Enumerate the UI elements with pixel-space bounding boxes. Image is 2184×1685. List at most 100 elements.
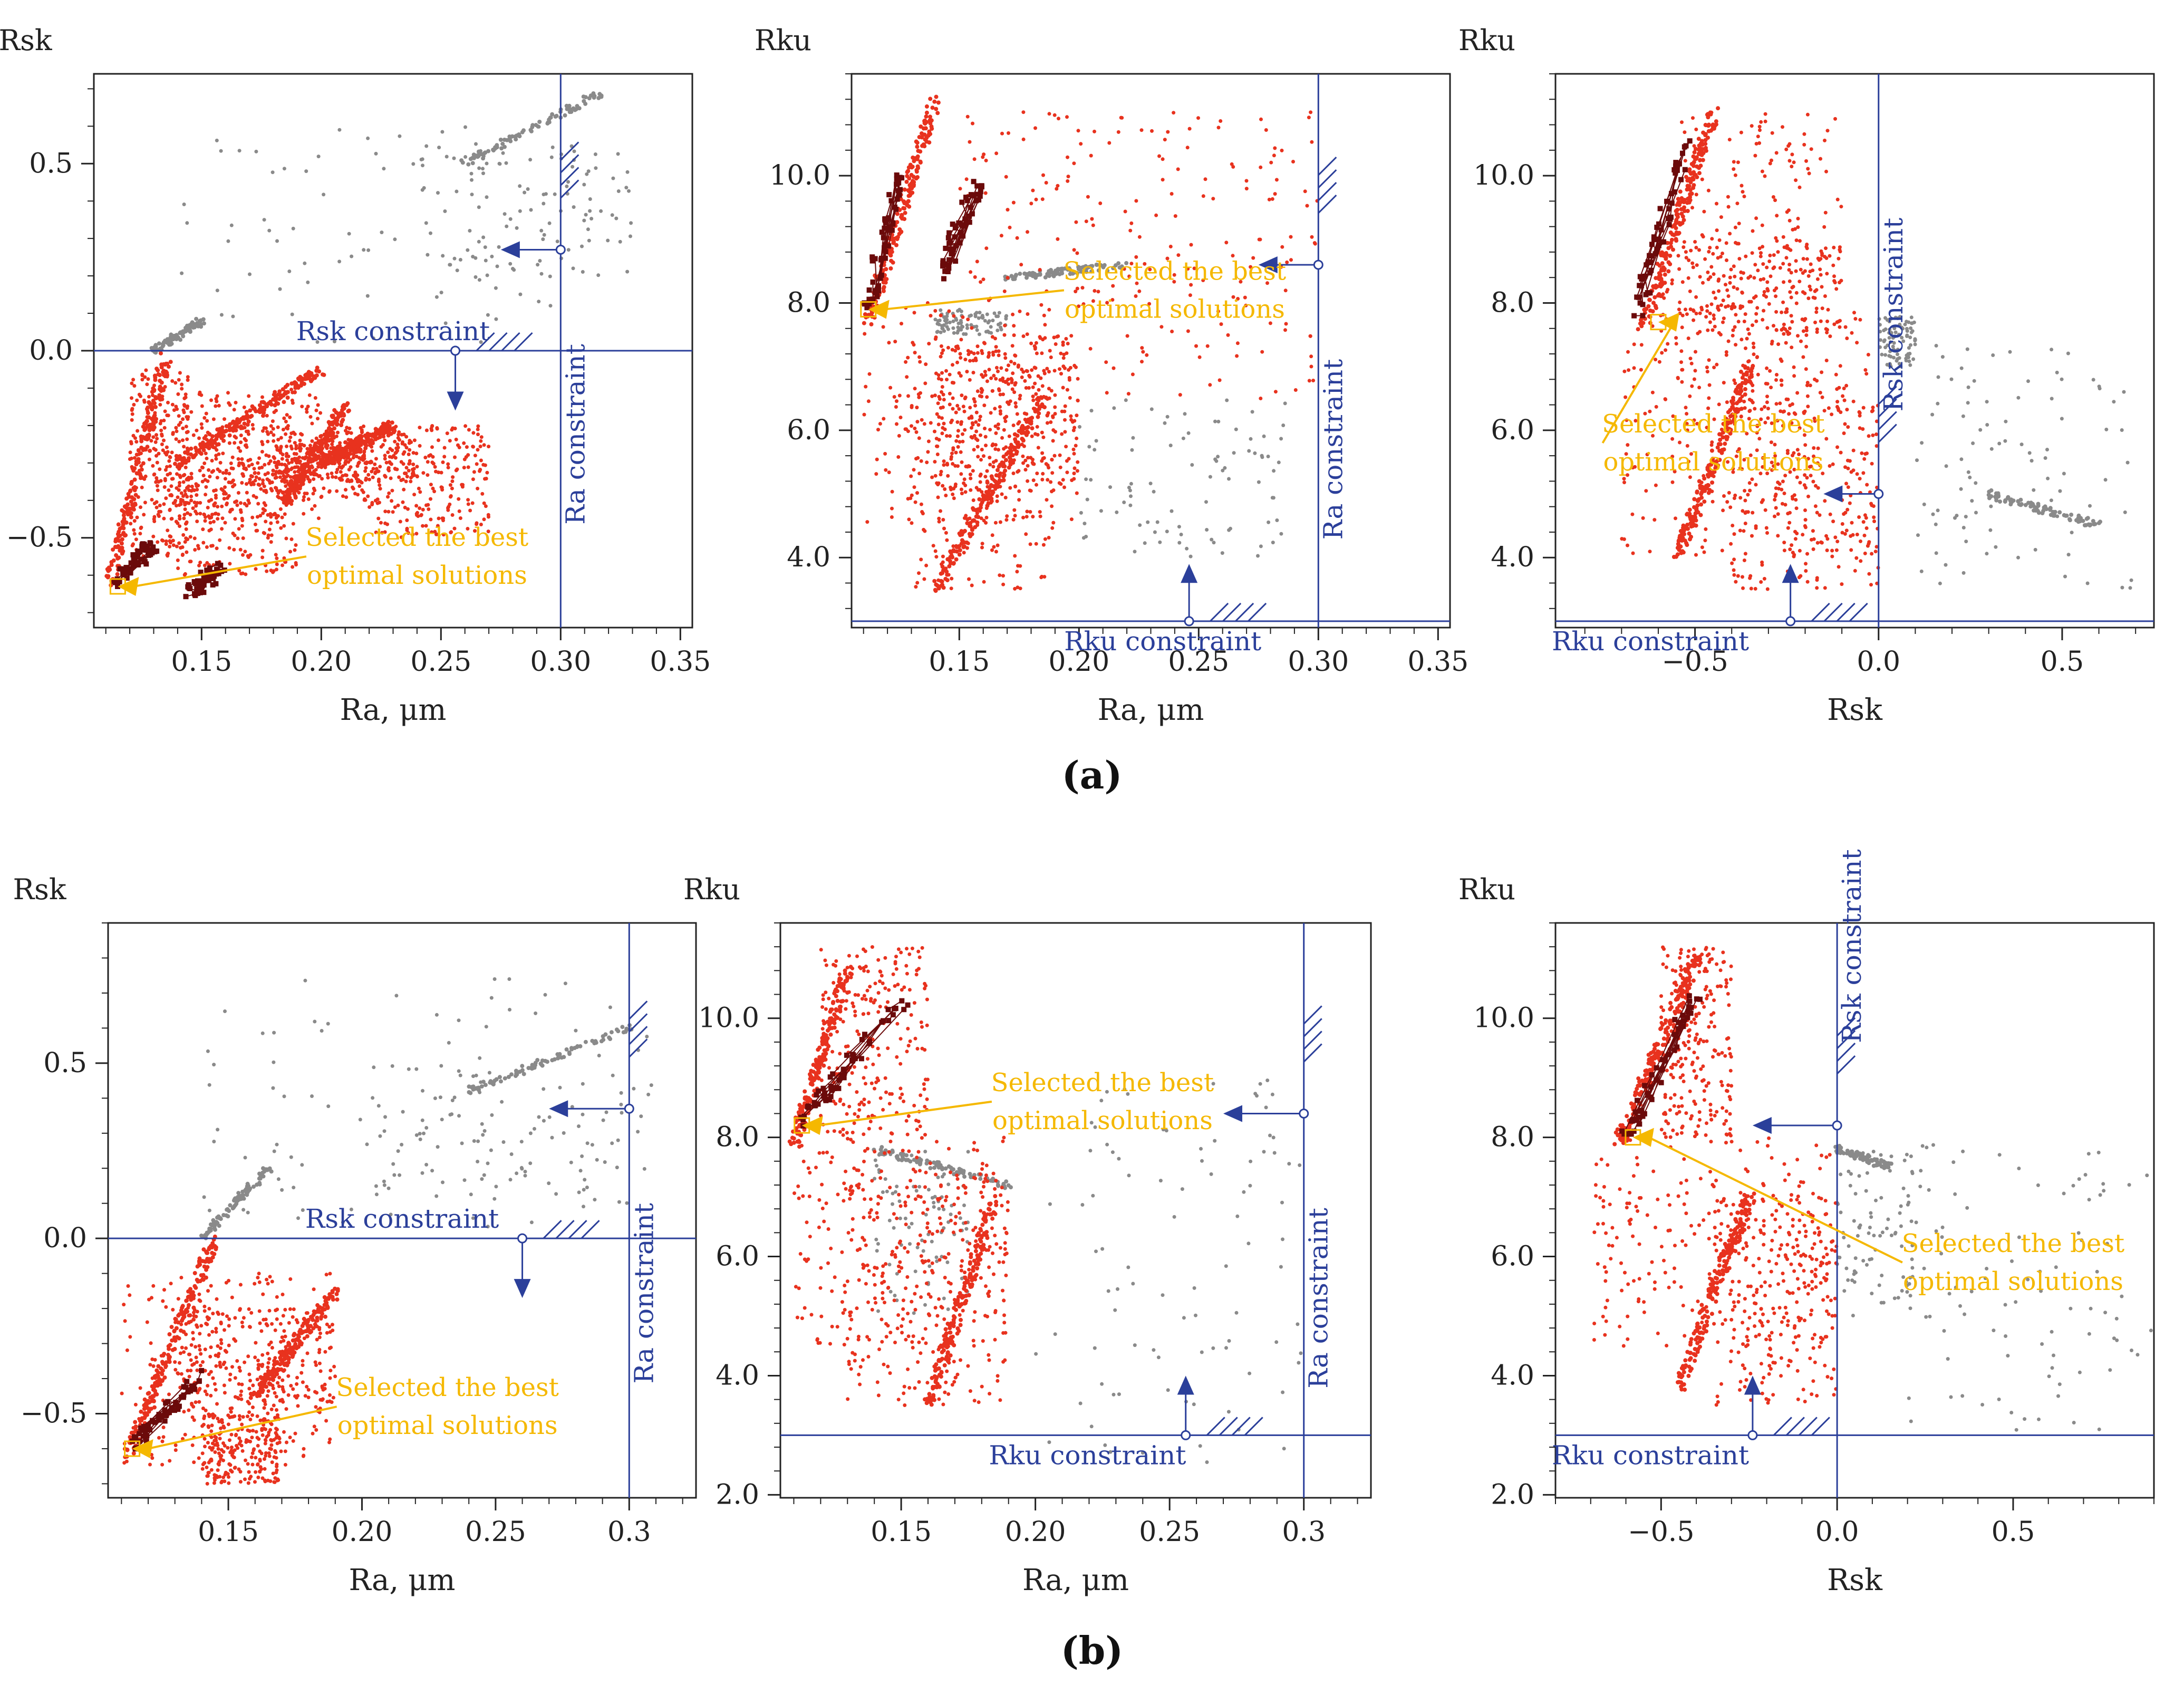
infeasible-point <box>1047 271 1051 276</box>
feasible-point <box>284 419 288 423</box>
infeasible-point <box>2096 521 2101 525</box>
feasible-point <box>177 378 181 382</box>
feasible-point <box>253 478 257 483</box>
feasible-point <box>1071 447 1076 451</box>
feasible-point <box>171 432 175 436</box>
feasible-point <box>173 461 177 466</box>
feasible-point <box>390 499 394 503</box>
feasible-point <box>211 519 216 524</box>
feasible-point <box>1780 383 1784 387</box>
feasible-point <box>290 457 294 461</box>
feasible-point <box>123 520 128 525</box>
infeasible-point <box>1108 485 1112 489</box>
y-tick-label: 8.0 <box>787 287 830 319</box>
feasible-point <box>209 438 214 442</box>
feasible-point <box>1024 386 1028 390</box>
feasible-point <box>166 450 170 454</box>
feasible-point <box>1037 388 1041 392</box>
feasible-point <box>133 493 138 497</box>
feasible-point <box>159 428 163 432</box>
feasible-point <box>272 439 276 443</box>
feasible-point <box>181 480 186 484</box>
feasible-point <box>404 479 408 484</box>
feasible-point <box>1052 335 1056 340</box>
feasible-point <box>941 560 945 564</box>
feasible-point <box>1075 491 1079 495</box>
infeasible-point <box>337 128 342 132</box>
feasible-point <box>159 351 163 355</box>
feasible-point <box>364 478 368 482</box>
feasible-point <box>1827 406 1831 410</box>
infeasible-point <box>538 259 542 263</box>
feasible-point <box>905 170 910 175</box>
infeasible-point <box>555 239 559 244</box>
feasible-point <box>128 488 133 493</box>
pareto-point <box>894 176 900 182</box>
feasible-point <box>313 396 317 400</box>
feasible-point <box>166 552 170 555</box>
feasible-point <box>145 425 150 429</box>
feasible-point <box>1074 444 1078 448</box>
feasible-point <box>310 457 314 462</box>
feasible-point <box>999 366 1003 370</box>
feasible-point <box>149 439 153 443</box>
feasible-point <box>293 470 297 474</box>
feasible-point <box>349 439 353 444</box>
feasible-point <box>1051 415 1055 419</box>
feasible-point <box>387 468 391 473</box>
feasible-point <box>1033 126 1037 130</box>
infeasible-point <box>2085 516 2090 521</box>
infeasible-point <box>978 311 982 315</box>
feasible-point <box>284 432 288 436</box>
feasible-point <box>167 488 171 492</box>
infeasible-point <box>479 152 484 157</box>
infeasible-point <box>956 309 960 313</box>
feasible-point <box>352 445 357 449</box>
feasible-point <box>314 436 318 440</box>
feasible-point <box>371 467 375 471</box>
infeasible-point <box>1271 541 1275 545</box>
infeasible-point <box>477 205 481 209</box>
feasible-point <box>383 521 387 525</box>
feasible-point <box>339 470 343 474</box>
infeasible-point <box>374 151 378 156</box>
infeasible-point <box>515 226 519 230</box>
feasible-point <box>979 458 983 462</box>
infeasible-point <box>1934 522 1938 526</box>
infeasible-point <box>347 232 351 236</box>
feasible-point <box>405 518 409 522</box>
feasible-point <box>900 213 904 218</box>
feasible-point <box>945 378 949 382</box>
feasible-point <box>1015 434 1020 438</box>
feasible-point <box>1303 189 1307 194</box>
feasible-point <box>260 465 264 469</box>
feasible-point <box>217 427 222 431</box>
feasible-point <box>1069 414 1073 418</box>
feasible-point <box>1096 290 1100 294</box>
feasible-point <box>227 546 231 550</box>
feasible-point <box>383 438 387 442</box>
feasible-point <box>1045 367 1049 371</box>
feasible-point <box>1070 478 1074 483</box>
infeasible-point <box>270 170 275 175</box>
feasible-point <box>904 360 908 364</box>
feasible-point <box>1145 353 1149 357</box>
feasible-point <box>1244 187 1249 191</box>
infeasible-point <box>322 192 326 197</box>
feasible-point <box>453 427 457 430</box>
feasible-point <box>261 478 265 483</box>
infeasible-point <box>215 288 219 293</box>
infeasible-point <box>398 134 402 138</box>
feasible-point <box>1310 235 1314 239</box>
feasible-point <box>1293 388 1298 392</box>
infeasible-point <box>2058 489 2062 493</box>
feasible-point <box>187 476 191 479</box>
feasible-point <box>978 394 982 398</box>
feasible-point <box>143 375 147 379</box>
feasible-point <box>473 529 477 533</box>
feasible-point <box>1754 312 1758 316</box>
feasible-point <box>895 211 900 216</box>
infeasible-point <box>215 138 219 142</box>
infeasible-point <box>2016 396 2021 400</box>
feasible-point <box>465 445 469 449</box>
